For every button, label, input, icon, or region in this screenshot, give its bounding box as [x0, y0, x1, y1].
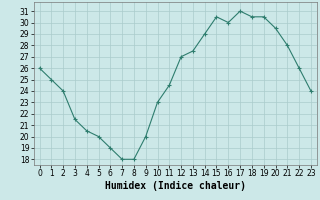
- X-axis label: Humidex (Indice chaleur): Humidex (Indice chaleur): [105, 181, 246, 191]
